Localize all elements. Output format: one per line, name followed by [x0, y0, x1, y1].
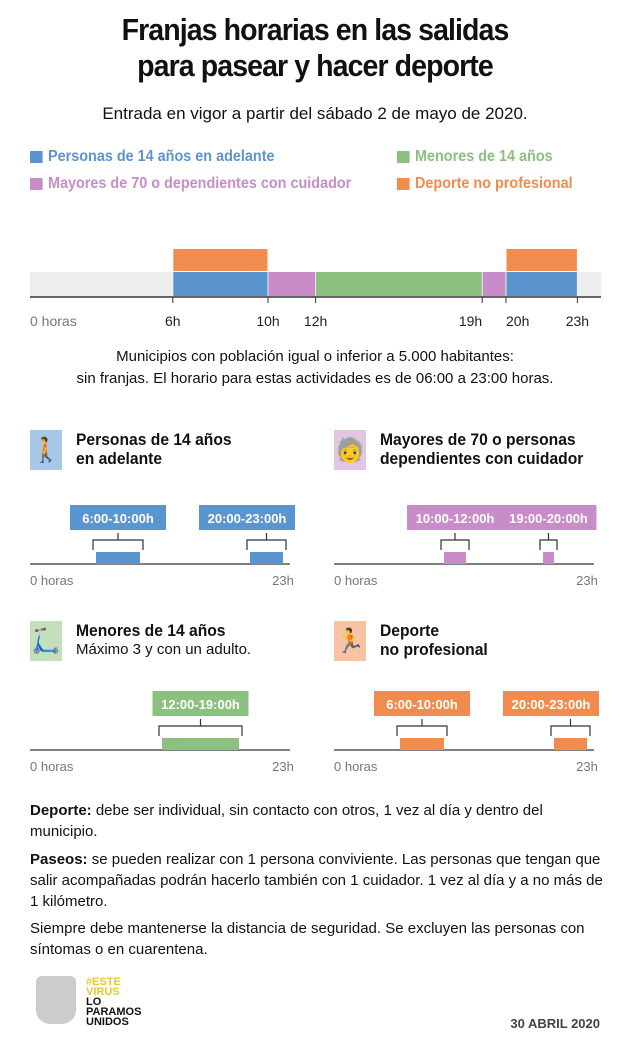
axis-end-label: 23h [272, 759, 294, 774]
panel-header-sport: 🏃 Deporte no profesional [334, 621, 488, 661]
panel-header-adults: 🚶 Personas de 14 años en adelante [30, 430, 232, 470]
range-label: 12:00-19:00h [161, 697, 240, 712]
axis-start-label: 0 horas [30, 759, 74, 774]
axis-start-label: 0 horas [30, 573, 74, 588]
range-label-box [503, 691, 599, 716]
range-label: 20:00-23:00h [512, 697, 591, 712]
campaign-logo: #ESTE VIRUS LO PARAMOS UNIDOS [86, 976, 142, 1028]
range-bar [554, 738, 587, 750]
range-label: 6:00-10:00h [82, 511, 154, 526]
axis-start-label: 0 horas [30, 313, 77, 329]
timeline-bar [173, 249, 268, 271]
range-label: 19:00-20:00h [509, 511, 588, 526]
range-label-box [199, 505, 295, 530]
panel-header-minors: 🛴 Menores de 14 años Máximo 3 y con un ad… [30, 621, 251, 661]
legend-item-minors: Menores de 14 años [397, 148, 553, 166]
range-label: 10:00-12:00h [416, 511, 495, 526]
timeline-bar [268, 272, 316, 296]
legend-item-adults: Personas de 14 años en adelante [30, 148, 275, 166]
range-bar [96, 552, 140, 564]
range-bracket [440, 533, 470, 550]
subtitle: Entrada en vigor a partir del sábado 2 d… [102, 104, 528, 123]
legend-item-sport: Deporte no profesional [397, 175, 573, 193]
axis-tick-label: 10h [256, 313, 279, 329]
range-bar [250, 552, 283, 564]
timeline-bar [173, 272, 268, 296]
timeline-background [30, 272, 601, 296]
legend-item-elderly: Mayores de 70 o dependientes con cuidado… [30, 175, 351, 193]
range-bar [162, 738, 239, 750]
range-bracket [246, 533, 287, 550]
range-bracket [396, 719, 448, 736]
range-label-box [407, 505, 503, 530]
running-person-icon: 🏃 [334, 621, 366, 661]
range-bracket [550, 719, 591, 736]
paragraph-sport: Deporte: debe ser individual, sin contac… [30, 802, 543, 840]
range-bracket [92, 533, 144, 550]
timeline-bar [506, 272, 577, 296]
page-title: Franjas horarias en las salidas para pase… [121, 12, 510, 83]
elderly-cane-icon: 🧓 [334, 430, 366, 470]
range-label-box [500, 505, 597, 530]
axis-end-label: 23h [576, 573, 598, 588]
axis-end-label: 23h [272, 573, 294, 588]
child-scooter-icon: 🛴 [30, 621, 62, 661]
axis-start-label: 0 horas [334, 759, 378, 774]
paragraph-distance: Siempre debe mantenerse la distancia de … [30, 920, 585, 958]
range-bar [444, 552, 466, 564]
timeline-bar [482, 272, 506, 296]
timeline-bar [506, 249, 577, 271]
date-label: 30 ABRIL 2020 [510, 1016, 600, 1031]
axis-tick-label: 23h [566, 313, 589, 329]
range-bar [400, 738, 444, 750]
small-municipalities-note: Municipios con población igual o inferio… [76, 348, 554, 387]
coat-of-arms-logo [36, 976, 76, 1024]
paragraph-walks: Paseos: se pueden realizar con 1 persona… [30, 851, 603, 910]
range-label: 6:00-10:00h [386, 697, 458, 712]
range-label: 20:00-23:00h [208, 511, 287, 526]
axis-end-label: 23h [576, 759, 598, 774]
axis-tick-label: 19h [459, 313, 482, 329]
range-bar [543, 552, 554, 564]
timeline-bar [316, 272, 482, 296]
axis-tick-label: 6h [165, 313, 181, 329]
axis-tick-label: 12h [304, 313, 327, 329]
range-bracket [539, 533, 558, 550]
axis-start-label: 0 horas [334, 573, 378, 588]
axis-tick-label: 20h [506, 313, 529, 329]
range-bracket [158, 719, 243, 736]
range-label-box [70, 505, 166, 530]
walking-person-icon: 🚶 [30, 430, 62, 470]
range-label-box [152, 691, 249, 716]
panel-header-elderly: 🧓 Mayores de 70 o personas dependientes c… [334, 430, 584, 470]
range-label-box [374, 691, 470, 716]
